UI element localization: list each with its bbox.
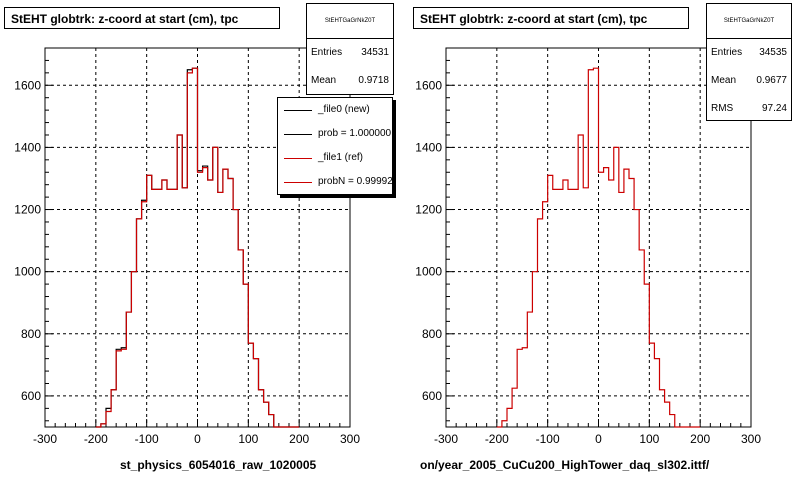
x-tick-label: 100	[639, 432, 659, 446]
stats-value: 0.9677	[756, 75, 787, 86]
x-tick-label: 100	[238, 432, 258, 446]
right-stats-row-rms: RMS 97.24	[707, 95, 791, 123]
left-stats-box: StEHTGaGrNkZ0T Entries 34531 Mean 0.9718	[306, 3, 394, 95]
y-tick-label: 600	[21, 389, 41, 403]
y-tick-label: 1600	[14, 78, 41, 92]
legend-swatch	[284, 110, 312, 111]
y-tick-label: 1000	[14, 265, 41, 279]
x-tick-label: 0	[595, 432, 602, 446]
x-tick-label: 300	[741, 432, 761, 446]
y-tick-label: 1200	[14, 203, 41, 217]
stats-key: Mean	[311, 75, 337, 86]
stats-key: Mean	[711, 75, 737, 86]
y-tick-label: 800	[422, 327, 442, 341]
left-x-axis-label: st_physics_6054016_raw_1020005	[120, 458, 317, 472]
y-tick-label: 1000	[415, 265, 442, 279]
left-legend: _file0 (new) prob = 1.000000 _file1 (ref…	[277, 97, 393, 195]
y-tick-label: 800	[21, 327, 41, 341]
left-stats-row-mean: Mean 0.9718	[307, 67, 393, 95]
legend-entry-new: _file0 (new)	[278, 98, 392, 122]
stats-value: 97.24	[761, 103, 787, 114]
legend-swatch	[284, 134, 312, 135]
y-tick-label: 600	[422, 389, 442, 403]
right-stats-row-entries: Entries 34535	[707, 39, 791, 67]
stats-key: RMS	[711, 103, 734, 114]
x-tick-label: -300	[434, 432, 458, 446]
right-plot-title: StEHT globtrk: z-coord at start (cm), tp…	[413, 7, 689, 29]
legend-label: _file0 (new)	[318, 104, 370, 115]
y-tick-label: 1400	[14, 140, 41, 154]
y-tick-label: 1200	[415, 203, 442, 217]
y-tick-label: 1400	[415, 140, 442, 154]
left-stats-name: StEHTGaGrNkZ0T	[307, 4, 393, 39]
stats-value: 34535	[759, 47, 787, 58]
x-tick-label: -200	[84, 432, 108, 446]
legend-label: probN = 0.99992	[318, 176, 393, 187]
right-stats-row-mean: Mean 0.9677	[707, 67, 791, 95]
histogram-series-secondary	[95, 67, 300, 428]
y-tick-label: 1600	[415, 78, 442, 92]
right-x-axis-label: on/year_2005_CuCu200_HighTower_daq_sl302…	[420, 458, 710, 472]
x-tick-label: 200	[690, 432, 710, 446]
stats-value: 0.9718	[358, 75, 389, 86]
x-tick-label: 300	[340, 432, 360, 446]
stats-key: Entries	[311, 47, 343, 58]
legend-entry-ref: _file1 (ref)	[278, 146, 392, 170]
x-tick-label: 200	[289, 432, 309, 446]
x-tick-label: 0	[194, 432, 201, 446]
x-tick-label: -100	[536, 432, 560, 446]
x-tick-label: -100	[135, 432, 159, 446]
legend-swatch	[284, 182, 312, 183]
histogram-series-primary	[496, 67, 701, 428]
x-tick-label: -200	[485, 432, 509, 446]
right-stats-box: StEHTGaGrNkZ0T Entries 34535 Mean 0.9677…	[706, 3, 792, 121]
x-tick-label: -300	[33, 432, 57, 446]
left-plot-title: StEHT globtrk: z-coord at start (cm), tp…	[4, 7, 280, 29]
right-stats-name: StEHTGaGrNkZ0T	[707, 4, 791, 39]
legend-entry-probn: probN = 0.99992	[278, 170, 392, 194]
legend-swatch	[284, 158, 312, 159]
legend-entry-prob: prob = 1.000000	[278, 122, 392, 146]
left-stats-row-entries: Entries 34531	[307, 39, 393, 67]
legend-label: _file1 (ref)	[318, 152, 364, 163]
stats-key: Entries	[711, 47, 743, 58]
stats-value: 34531	[361, 47, 389, 58]
legend-label: prob = 1.000000	[318, 128, 392, 139]
